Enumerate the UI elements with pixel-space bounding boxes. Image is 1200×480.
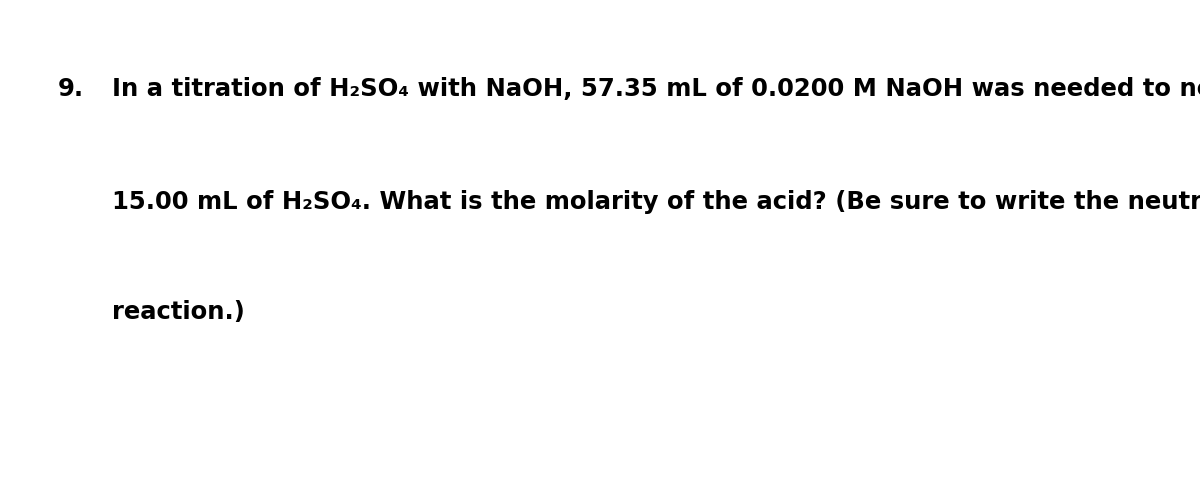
Text: In a titration of H₂SO₄ with NaOH, 57.35 mL of 0.0200 M NaOH was needed to neutr: In a titration of H₂SO₄ with NaOH, 57.35… bbox=[112, 77, 1200, 101]
Text: 15.00 mL of H₂SO₄. What is the molarity of the acid? (Be sure to write the neutr: 15.00 mL of H₂SO₄. What is the molarity … bbox=[112, 190, 1200, 214]
Text: reaction.): reaction.) bbox=[112, 300, 245, 324]
Text: 9.: 9. bbox=[58, 77, 84, 101]
